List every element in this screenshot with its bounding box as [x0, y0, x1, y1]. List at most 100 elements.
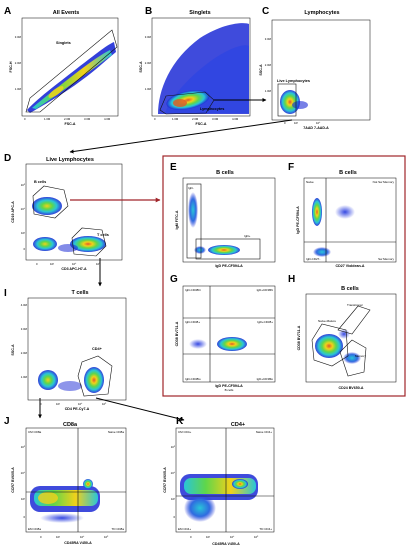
y-tick: 0 [23, 247, 25, 251]
y-tick: 3.0M [21, 327, 28, 331]
y-tick: 10⁴ [21, 471, 26, 475]
transitional-gate [337, 305, 371, 335]
x-axis-sublabel: B cells [225, 388, 234, 392]
y-tick: 3.0M [145, 35, 152, 39]
density-cloud [180, 474, 258, 522]
x-tick: 10³ [50, 262, 54, 266]
b-cells-gate [32, 185, 69, 219]
panel-title: All Events [53, 10, 80, 16]
gate-label: IgD- [188, 186, 194, 190]
gate-label: Live Lymphocytes [277, 79, 310, 83]
b-cell-subsets-box [162, 155, 406, 397]
gate-label: T cells [97, 233, 109, 237]
x-tick: 10⁵ [254, 535, 258, 539]
panel-title: Lymphocytes [304, 10, 339, 16]
x-tick: 0 [40, 402, 42, 406]
t-cells-gate [71, 227, 107, 257]
panel-e: E B cells IgD- IgD+ IgD PE-CF594-A IgM F… [170, 162, 276, 268]
x-tick: 0 [24, 117, 26, 121]
y-ticks: 0 10³ 10⁴ 10⁵ [171, 445, 176, 519]
y-tick: 3.0M [15, 35, 22, 39]
panel-j: J CD8a CM CD8a Naive CD8a EM CD8a TD CD8… [4, 416, 127, 545]
panel-title: T cells [71, 290, 88, 296]
y-axis-label: FSC-H [9, 61, 13, 72]
panel-g: G IgD-CD38hi IgD+CD38hi IgD-CD38+ IgD+CD… [170, 274, 276, 392]
quadrant-label: EM CD4+ [178, 527, 191, 531]
memory-gate [339, 339, 367, 377]
x-tick: 3.0M [84, 117, 91, 121]
x-tick: 0 [154, 117, 156, 121]
panel-k: K CD4+ CM CD4+ Naive CD4+ EM CD4+ TD CD4… [163, 416, 275, 546]
y-tick: 2.0M [265, 63, 272, 67]
gate-label: CD4+ [92, 347, 103, 351]
y-tick: 2.0M [21, 351, 28, 355]
x-axis-label: CD27 Violdean-A [336, 264, 365, 268]
panel-letter: H [288, 274, 295, 285]
x-axis-label: FSC-A [65, 122, 76, 126]
panel-f: F B cells Naive Not Sw Memory IgD-CD27- … [288, 162, 397, 268]
density-cloud [32, 197, 106, 252]
y-axis-label: CD19 APC-A [11, 201, 15, 223]
x-ticks: 0 10³ 10⁴ [284, 121, 321, 125]
y-axis-label: IgD PE-CF594-A [296, 206, 300, 234]
x-tick: 10⁴ [316, 121, 321, 125]
quadrant-label: IgD+CD38hi [257, 288, 274, 292]
quadrant-label: EM CD8a [28, 527, 41, 531]
y-tick: 10⁵ [21, 183, 25, 187]
x-axis-label: FSC-A [196, 122, 207, 126]
panel-letter: J [4, 416, 10, 427]
y-tick: 0 [173, 515, 175, 519]
gate-label: Lymphocytes [200, 107, 224, 111]
panel-letter: A [4, 6, 11, 17]
x-axis-label: CD45RA V450-A [64, 541, 92, 545]
y-tick: 10³ [21, 231, 25, 235]
gate-label: Transitional [347, 303, 363, 307]
quadrant-label: IgD+CD38lo [257, 377, 274, 381]
singlets-gate [25, 29, 118, 113]
y-tick: 10⁴ [21, 207, 26, 211]
density-cloud [315, 329, 361, 364]
x-tick: 0 [284, 121, 286, 125]
y-axis-label: CD38 BV711-A [175, 321, 179, 346]
y-tick: 10⁵ [171, 445, 175, 449]
y-axis-label: IgM FITC-A [175, 210, 179, 229]
quadrant-label: Naive CD8a [108, 430, 125, 434]
x-tick: 10⁵ [102, 402, 106, 406]
y-tick: 10³ [171, 497, 175, 501]
y-tick: 2.0M [145, 61, 152, 65]
x-ticks: 0 10³ 10⁴ 10⁵ [40, 402, 106, 406]
panel-letter: F [288, 162, 294, 173]
x-tick: 10³ [56, 535, 60, 539]
y-tick: 10⁵ [21, 445, 25, 449]
panel-letter: G [170, 274, 178, 285]
quadrant-label: Naive [306, 180, 314, 184]
density-cloud [188, 192, 240, 255]
density-cloud [158, 23, 249, 115]
y-axis-label: CCR7 BV605-A [163, 467, 167, 493]
x-axis-label: CD3 APC-H7-A [61, 267, 87, 271]
y-axis-label: CCR7 BV605-A [11, 467, 15, 493]
x-axis-label: CD4 PE-Cy7-A [65, 407, 90, 411]
x-tick: 10³ [206, 535, 210, 539]
panel-i: I T cells CD4+ CD4 PE-Cy7-A SSC-A 0 10³ … [4, 288, 127, 411]
panel-title: Live Lymphocytes [46, 157, 94, 163]
x-tick: 10⁴ [78, 402, 83, 406]
y-tick: 1.0M [21, 375, 28, 379]
x-tick: 0 [190, 535, 192, 539]
panel-title: B cells [341, 286, 359, 292]
y-axis-label: SSC-A [139, 61, 143, 73]
x-axis-label: CD45RA V450-A [212, 542, 240, 546]
x-tick: 4.0M [232, 117, 239, 121]
x-ticks: 0 1.0M 2.0M 3.0M 4.0M [24, 117, 111, 121]
y-tick: 1.0M [15, 87, 22, 91]
x-ticks: 0 1.0M 2.0M 3.0M 4.0M [154, 117, 239, 121]
x-tick: 2.0M [192, 117, 199, 121]
x-tick: 2.0M [64, 117, 71, 121]
x-ticks: 0 10³ 10⁴ 10⁵ [36, 262, 100, 266]
panel-letter: E [170, 162, 177, 173]
y-tick: 1.0M [145, 87, 152, 91]
plot-area [182, 285, 276, 383]
panel-letter: D [4, 153, 11, 164]
quadrant-label: TD CD8a [111, 527, 124, 531]
